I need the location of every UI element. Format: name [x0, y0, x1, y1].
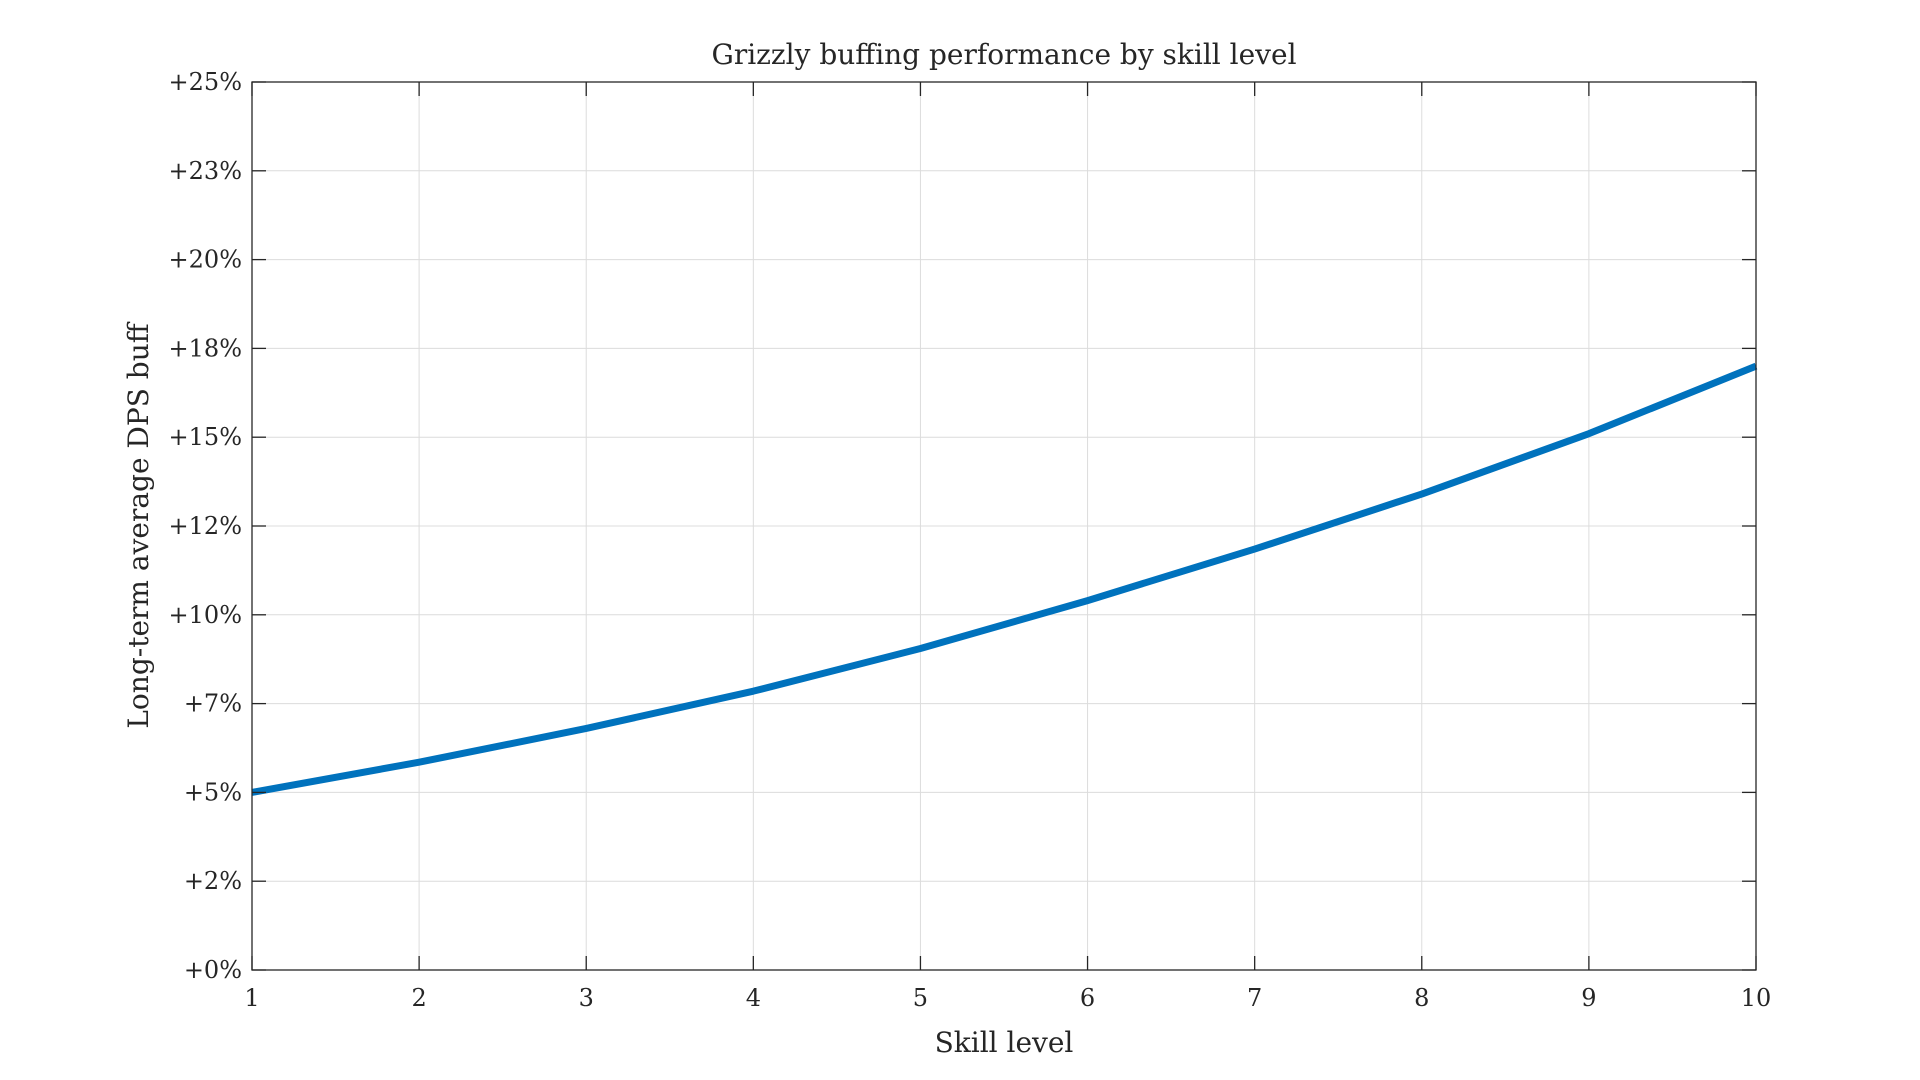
y-tick-label: +7% [184, 690, 242, 718]
ticks [251, 81, 1757, 971]
x-tick-label: 2 [411, 984, 426, 1012]
y-axis-label: Long-term average DPS buff [122, 321, 155, 728]
x-tick-label: 7 [1247, 984, 1262, 1012]
y-tick-label: +20% [169, 246, 242, 274]
chart-title: Grizzly buffing performance by skill lev… [711, 38, 1296, 71]
grid [251, 81, 1757, 971]
x-tick-label: 1 [244, 984, 259, 1012]
series-layer [251, 362, 1758, 796]
y-tick-label: +5% [184, 778, 242, 806]
y-tick-label: +15% [169, 423, 242, 451]
y-tick-label: +10% [169, 601, 242, 629]
x-tick-label: 4 [746, 984, 761, 1012]
y-tick-label: +0% [184, 956, 242, 984]
y-tick-labels: +0% +2% +5% +7% +10% +12% +15% +18% +20% +23% +25% [169, 68, 242, 984]
series-line [251, 362, 1758, 796]
x-tick-label: 9 [1581, 984, 1596, 1012]
y-tick-label: +25% [169, 68, 242, 96]
y-tick-label: +12% [169, 512, 242, 540]
y-tick-label: +2% [184, 867, 242, 895]
x-tick-labels: 1 2 3 4 5 6 7 8 9 10 [244, 984, 1771, 1012]
x-tick-label: 5 [913, 984, 928, 1012]
x-tick-label: 6 [1080, 984, 1095, 1012]
x-axis-label: Skill level [935, 1026, 1074, 1059]
y-tick-label: +18% [169, 334, 242, 362]
x-tick-label: 10 [1741, 984, 1772, 1012]
x-tick-label: 3 [579, 984, 594, 1012]
x-tick-label: 8 [1414, 984, 1429, 1012]
y-tick-label: +23% [169, 157, 242, 185]
